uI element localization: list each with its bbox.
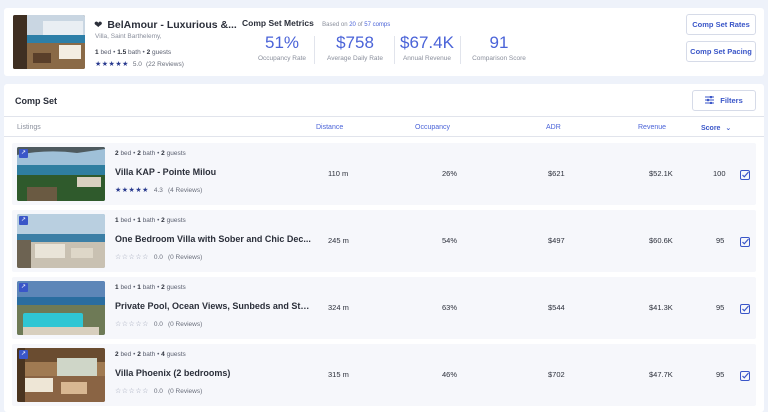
metric-annual-revenue: $67.4K Annual Revenue (400, 33, 454, 63)
property-summary-card: ❤ BelAmour - Luxurious &... Villa, Saint… (4, 8, 764, 76)
header-divider (4, 136, 764, 137)
listing-specs: 1 bed • 1 bath • 2 guests (115, 284, 186, 291)
column-header-listings[interactable]: Listings (17, 124, 41, 131)
listing-score: 100 (713, 169, 726, 178)
metrics-title: Comp Set Metrics Based on 20 of 57 comps (242, 18, 391, 28)
listing-thumbnail[interactable]: ↗ (17, 214, 105, 268)
comp-set-rates-button[interactable]: Comp Set Rates (686, 14, 756, 35)
checkbox-icon[interactable] (740, 234, 750, 247)
star-icon: ☆☆☆☆☆ (115, 254, 149, 261)
listing-distance: 245 m (328, 236, 349, 245)
listing-name[interactable]: Private Pool, Ocean Views, Sunbeds and S… (115, 301, 311, 311)
listing-occupancy: 63% (442, 303, 458, 312)
link-badge-icon: ↗ (19, 350, 28, 359)
comp-set-card: Comp Set Filters Listings Distance Occup… (4, 84, 764, 412)
checkbox-icon[interactable] (740, 301, 750, 314)
table-row[interactable]: ↗ 1 bed • 1 bath • 2 guests One Bedroom … (12, 210, 756, 272)
listing-specs: 2 bed • 2 bath • 2 guests (115, 150, 186, 157)
listing-rating: ★★★★★ 4.3 (4 Reviews) (115, 186, 203, 195)
metric-comparison-score: 91 Comparison Score (472, 33, 526, 63)
link-badge-icon: ↗ (19, 216, 28, 225)
listing-adr: $621 (548, 169, 565, 178)
property-review-count: (22 Reviews) (145, 60, 184, 68)
star-icon: ☆☆☆☆☆ (115, 388, 149, 395)
listing-specs: 2 bed • 2 bath • 4 guests (115, 351, 186, 358)
listing-occupancy: 46% (442, 370, 458, 379)
property-thumbnail[interactable] (13, 15, 85, 69)
metric-divider (394, 36, 395, 64)
listing-rating: ☆☆☆☆☆ 0.0 (0 Reviews) (115, 253, 203, 262)
listing-revenue: $41.3K (649, 303, 673, 312)
listing-name[interactable]: Villa KAP - Pointe Milou (115, 167, 217, 177)
link-badge-icon: ↗ (19, 149, 28, 158)
table-row[interactable]: ↗ 2 bed • 2 bath • 2 guests Villa KAP - … (12, 143, 756, 205)
listing-thumbnail[interactable]: ↗ (17, 348, 105, 402)
property-specs: 1 bed • 1.5 bath • 2 guests (95, 49, 172, 56)
listing-occupancy: 26% (442, 169, 458, 178)
listing-score: 95 (716, 370, 725, 379)
filters-button[interactable]: Filters (692, 90, 756, 111)
star-icon: ★★★★★ (115, 187, 149, 194)
table-row[interactable]: ↗ 1 bed • 1 bath • 2 guests Private Pool… (12, 277, 756, 339)
listing-adr: $544 (548, 303, 565, 312)
metric-divider (314, 36, 315, 64)
listing-score: 95 (716, 303, 725, 312)
column-header-distance[interactable]: Distance (316, 124, 344, 131)
property-name[interactable]: ❤ BelAmour - Luxurious &... (94, 19, 237, 31)
listing-thumbnail[interactable]: ↗ (17, 281, 105, 335)
listing-adr: $702 (548, 370, 565, 379)
link-badge-icon: ↗ (19, 283, 28, 292)
metric-divider (460, 36, 461, 64)
comp-set-title: Comp Set (15, 96, 58, 106)
listing-thumbnail[interactable]: ↗ (17, 147, 105, 201)
checkbox-icon[interactable] (740, 368, 750, 381)
listing-name[interactable]: One Bedroom Villa with Sober and Chic De… (115, 234, 311, 244)
sort-icon: ⌄ (725, 125, 732, 132)
column-header-adr[interactable]: ADR (546, 124, 561, 131)
property-rating: ★★★★★ 5.0 (22 Reviews) (95, 60, 184, 69)
listing-specs: 1 bed • 1 bath • 2 guests (115, 217, 186, 224)
listing-revenue: $47.7K (649, 370, 673, 379)
metric-average-daily-rate: $758 Average Daily Rate (327, 33, 383, 63)
star-icon: ★★★★★ (95, 61, 129, 68)
filter-icon (705, 95, 715, 106)
property-location: Villa, Saint Barthelemy, (95, 33, 162, 40)
checkbox-icon[interactable] (740, 167, 750, 180)
listing-distance: 315 m (328, 370, 349, 379)
listing-score: 95 (716, 236, 725, 245)
metric-occupancy-rate: 51% Occupancy Rate (257, 33, 307, 63)
listing-rating: ☆☆☆☆☆ 0.0 (0 Reviews) (115, 387, 203, 396)
filters-button-label: Filters (720, 96, 743, 105)
listing-name[interactable]: Villa Phoenix (2 bedrooms) (115, 368, 231, 378)
property-rating-value: 5.0 (132, 60, 142, 68)
property-name-text: BelAmour - Luxurious &... (107, 19, 237, 31)
star-icon: ☆☆☆☆☆ (115, 321, 149, 328)
comp-set-pacing-button[interactable]: Comp Set Pacing (686, 41, 756, 62)
header-divider (4, 116, 764, 117)
column-header-occupancy[interactable]: Occupancy (415, 124, 451, 131)
listing-revenue: $52.1K (649, 169, 673, 178)
listing-distance: 324 m (328, 303, 349, 312)
listing-distance: 110 m (328, 169, 349, 178)
listing-adr: $497 (548, 236, 565, 245)
metrics-basis: Based on 20 of 57 comps (322, 22, 391, 28)
column-header-score[interactable]: Score ⌄ (701, 125, 732, 132)
heart-icon[interactable]: ❤ (94, 20, 103, 31)
listing-occupancy: 54% (442, 236, 458, 245)
column-header-revenue[interactable]: Revenue (638, 124, 667, 131)
listing-rating: ☆☆☆☆☆ 0.0 (0 Reviews) (115, 320, 203, 329)
listing-revenue: $60.6K (649, 236, 673, 245)
table-row[interactable]: ↗ 2 bed • 2 bath • 4 guests Villa Phoeni… (12, 344, 756, 406)
